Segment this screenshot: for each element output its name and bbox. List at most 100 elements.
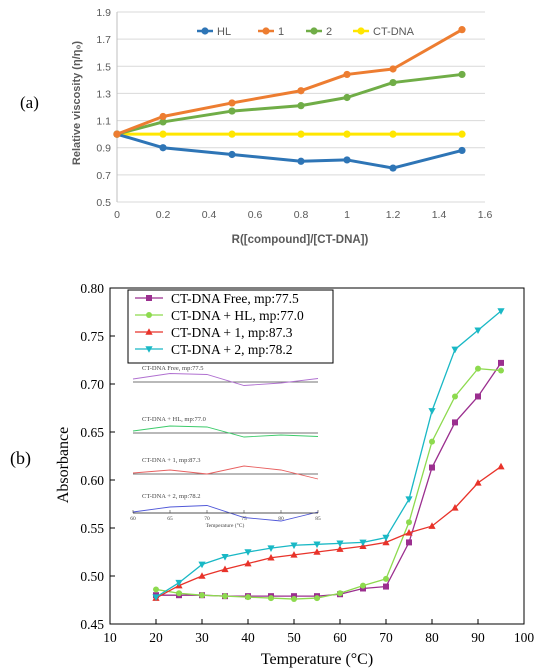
panel-a-label: (a) [20, 93, 39, 112]
panel-a-data-point [458, 130, 466, 138]
panel-b-data-point [406, 519, 412, 526]
panel-a-series-ct-dna [113, 130, 466, 138]
panel-b-legend-box [127, 289, 334, 364]
panel-b-data-point [175, 579, 183, 587]
panel-b-data-point [198, 561, 206, 569]
panel-b-x-tick-label: 40 [241, 630, 255, 645]
panel-a-x-tick-label: 1.2 [386, 209, 401, 221]
panel-b-data-point [429, 438, 435, 445]
panel-a-data-point [458, 26, 466, 34]
panel-b-x-axis-label: Temperature (°C) [261, 651, 373, 668]
panel-a-series [113, 26, 466, 172]
panel-b-legend: CT-DNA Free, mp:77.5 CT-DNA + HL, mp:77.0… [127, 289, 334, 364]
panel-b-data-point [382, 534, 390, 542]
panel-a-data-point [458, 70, 466, 79]
panel-a-x-tick-label: 0.6 [248, 209, 263, 221]
panel-b-data-point [498, 359, 504, 366]
panel-b-data-point [428, 408, 436, 415]
panel-b-series-3 [152, 462, 505, 601]
panel-b-data-point [313, 548, 321, 555]
panel-a-x-tick-label: 0.2 [156, 209, 171, 221]
panel-b-data-point [498, 367, 504, 374]
panel-a-series-2 [113, 70, 466, 138]
panel-b-data-point [268, 595, 274, 602]
panel-b-inset-trace-3: CT-DNA + 1, mp:87.3 [132, 457, 319, 480]
panel-b-axes: 0.45 0.50 0.55 0.60 0.65 0.70 0.75 0.80 10 20 30 40… [80, 281, 534, 645]
panel-b-data-point [383, 583, 389, 590]
panel-b-inset-x-tick-label: 85 [315, 516, 321, 522]
panel-a-y-tick-label: 0.5 [96, 197, 111, 209]
panel-b-legend-label: CT-DNA + 2, mp:78.2 [171, 342, 293, 357]
panel-b-series-line [156, 362, 502, 597]
panel-b-inset-trace-4: CT-DNA + 2, mp:78.2 [132, 493, 319, 522]
panel-b-data-point [153, 586, 159, 593]
panel-b-x-tick-label: 10 [103, 630, 117, 645]
panel-b-x-tick-label: 90 [471, 630, 485, 645]
panel-a-legend-entry: CT-DNA [353, 26, 415, 38]
panel-b-inset-x-tick-label: 60 [130, 516, 136, 522]
panel-b-data-point [337, 590, 343, 597]
panel-a-data-point [343, 130, 351, 138]
panel-b-inset-trace-line [132, 505, 319, 522]
panel-b-data-point [146, 295, 152, 301]
panel-b-data-point [291, 596, 297, 603]
panel-b-data-point [152, 594, 160, 601]
panel-b-inset-trace-label: CT-DNA + HL, mp:77.0 [142, 416, 206, 423]
panel-a-data-point [297, 130, 305, 138]
panel-b-data-point [360, 582, 366, 589]
panel-a-legend-label: 2 [326, 26, 332, 38]
panel-b-data-point [382, 538, 390, 546]
panel-b-data-point [429, 464, 435, 471]
panel-a-data-point [297, 102, 305, 110]
panel-b-data-point [267, 545, 275, 552]
panel-b-legend-entry: CT-DNA + 1, mp:87.3 [135, 325, 293, 340]
panel-a-x-tick-label: 1.6 [478, 209, 493, 221]
panel-b-label: (b) [10, 448, 31, 469]
panel-b-data-point [145, 328, 153, 335]
panel-b-data-point [452, 393, 458, 400]
panel-a-legend-entry: 2 [306, 26, 332, 38]
panel-a-data-point [228, 130, 236, 138]
panel-b-x-tick-label: 50 [287, 630, 301, 645]
panel-b-inset-trace-label: CT-DNA + 1, mp:87.3 [142, 457, 201, 464]
panel-a-x-tick-label: 0.8 [294, 209, 309, 221]
panel-b-x-tick-label: 70 [379, 630, 393, 645]
panel-a-legend-marker [262, 27, 270, 35]
panel-a-x-tick-label: 0 [114, 209, 120, 221]
panel-a-legend-label: 1 [278, 26, 284, 38]
panel-b-legend-label: CT-DNA + HL, mp:77.0 [171, 308, 304, 323]
panel-a-legend-marker [310, 27, 318, 35]
panel-a-legend: HL 1 2 CT-DNA [197, 26, 415, 38]
panel-b-x-tick-label: 30 [195, 630, 209, 645]
panel-b-data-point [222, 593, 228, 600]
panel-a-series-line [116, 72, 463, 136]
panel-b-y-tick-label: 0.45 [80, 617, 104, 632]
panel-b-inset-trace-label: CT-DNA Free, mp:77.5 [142, 365, 204, 372]
panel-b-plot-frame [109, 287, 525, 625]
panel-b-data-point [383, 575, 389, 582]
panel-b-series-4 [152, 308, 505, 601]
panel-b-data-point [290, 542, 298, 550]
panel-a-legend-marker [357, 27, 365, 35]
panel-b-data-point [405, 496, 413, 503]
panel-a-data-point [343, 93, 351, 102]
panel-a-y-tick-label: 1.7 [96, 34, 111, 46]
panel-b-inset-trace-2: CT-DNA + HL, mp:77.0 [132, 416, 319, 438]
panel-b-data-point [244, 559, 252, 567]
panel-b-legend-label: CT-DNA Free, mp:77.5 [171, 291, 299, 306]
panel-a-y-tick-label: 0.9 [96, 143, 111, 155]
panel-a-legend-entry: HL [197, 26, 231, 38]
panel-b-y-tick-label: 0.50 [80, 569, 104, 584]
panel-a-x-axis-label: R([compound]/[CT-DNA]) [232, 234, 369, 246]
panel-a-x-tick-label: 0.4 [202, 209, 217, 221]
panel-b-data-point [474, 327, 482, 335]
panel-a-y-tick-label: 0.7 [96, 170, 111, 182]
panel-a-data-point [113, 130, 121, 138]
panel-b-y-axis-label: Absorbance [55, 427, 72, 503]
panel-b-data-point [199, 592, 205, 599]
panel-b-inset-x-tick-label: 65 [167, 516, 173, 522]
panel-b-data-point [267, 553, 275, 561]
panel-b-y-tick-label: 0.75 [80, 329, 104, 344]
panel-a-y-axis-label: Relative viscosity (η/η₀) [71, 41, 83, 166]
